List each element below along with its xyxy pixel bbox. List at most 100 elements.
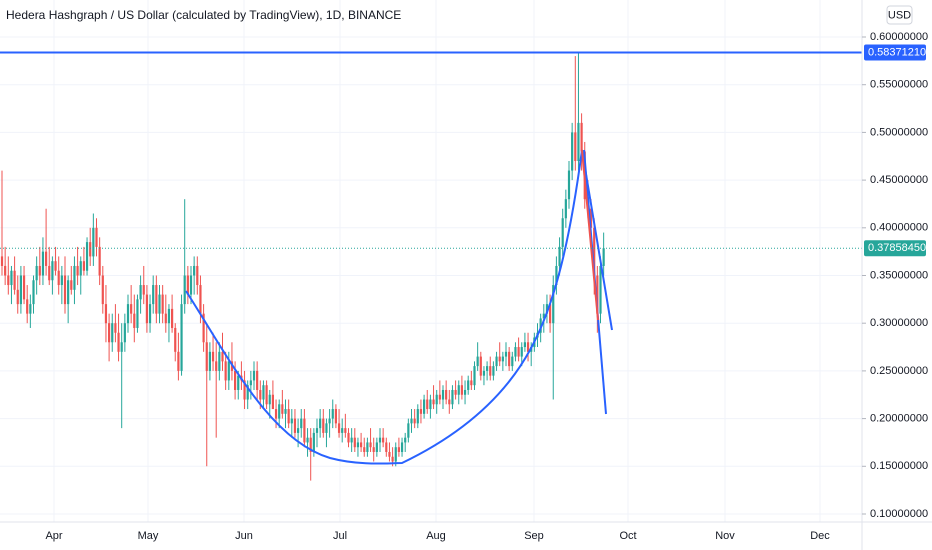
candle-body xyxy=(189,275,193,295)
candle-body xyxy=(139,285,142,300)
candle-body xyxy=(297,428,300,433)
candle-body xyxy=(246,385,249,400)
candle-body xyxy=(526,342,530,352)
candle-body xyxy=(221,351,224,362)
candle-body xyxy=(312,432,315,452)
candle-body xyxy=(467,380,470,390)
x-tick-label: Dec xyxy=(810,530,830,542)
candle-body xyxy=(13,270,16,290)
candle-body xyxy=(413,418,416,424)
currency-label[interactable]: USD xyxy=(888,9,911,21)
candle-body xyxy=(366,442,369,452)
candle-body xyxy=(35,265,38,281)
grid xyxy=(0,0,862,522)
candle-body xyxy=(407,423,410,438)
candle-body xyxy=(347,432,350,443)
candle-body xyxy=(460,385,463,395)
candle-body xyxy=(337,423,341,433)
candle-body xyxy=(429,399,432,410)
candle-body xyxy=(400,442,404,452)
candle-body xyxy=(224,361,227,381)
candle-body xyxy=(95,227,98,247)
candle-body xyxy=(599,265,602,314)
candle-body xyxy=(580,122,583,152)
candle-body xyxy=(117,332,120,352)
candle-body xyxy=(278,404,281,419)
price-label-box xyxy=(864,240,926,257)
candle-body xyxy=(593,227,596,276)
candle-body xyxy=(501,356,504,362)
candle-body xyxy=(76,265,79,276)
price-label-box xyxy=(864,44,926,61)
candle-body xyxy=(287,409,290,424)
candle-body xyxy=(174,327,177,352)
candle-body xyxy=(271,394,274,410)
candle-body xyxy=(205,342,208,371)
candle-body xyxy=(341,428,344,433)
candle-body xyxy=(504,351,508,357)
candle-body xyxy=(227,361,230,381)
candle-body xyxy=(26,299,29,314)
candle-body xyxy=(492,366,495,376)
candle-body xyxy=(489,366,492,376)
candle-body xyxy=(435,394,438,405)
candle-body xyxy=(164,313,167,324)
candle-body xyxy=(215,361,218,371)
y-tick-label: 0.30000000 xyxy=(870,317,928,329)
currency-button[interactable] xyxy=(886,5,913,25)
candle-body xyxy=(517,347,520,357)
candle-body xyxy=(372,447,375,452)
candle-body xyxy=(470,380,473,386)
candle-body xyxy=(448,399,451,405)
candle-body xyxy=(508,351,511,367)
candle-body xyxy=(451,389,454,405)
candle-body xyxy=(57,270,60,286)
candle-body xyxy=(79,261,82,276)
candle-body xyxy=(416,409,419,424)
candle-body xyxy=(306,437,309,443)
candle-body xyxy=(161,294,164,314)
candle-body xyxy=(432,399,435,405)
candle-body xyxy=(243,380,246,400)
y-tick-label: 0.60000000 xyxy=(870,31,928,43)
candle-body xyxy=(549,304,552,324)
candle-body xyxy=(98,246,101,276)
candle-body xyxy=(473,366,476,386)
candle-body xyxy=(208,351,211,371)
candle-body xyxy=(177,351,180,371)
candle-body xyxy=(183,275,186,305)
candle-body xyxy=(114,323,117,333)
candle-body xyxy=(120,342,123,352)
candle-body xyxy=(4,265,7,276)
candle-body xyxy=(391,456,394,462)
candle-body xyxy=(202,313,205,343)
candle-body xyxy=(479,356,482,376)
x-tick-label: Sep xyxy=(524,530,544,542)
candle-body xyxy=(328,418,331,424)
x-tick-label: Jul xyxy=(333,530,347,542)
candle-body xyxy=(274,409,278,419)
candle-body xyxy=(369,442,372,448)
candle-body xyxy=(73,265,76,290)
candle-body xyxy=(104,304,108,324)
candle-body xyxy=(331,409,334,419)
candle-body xyxy=(70,280,73,290)
overlay xyxy=(0,51,862,249)
candle-body xyxy=(426,399,429,410)
candle-body xyxy=(67,280,70,305)
candle-body xyxy=(130,304,133,314)
candle-body xyxy=(520,347,523,357)
candle-body xyxy=(41,251,45,276)
candle-body xyxy=(148,304,152,324)
candle-body xyxy=(385,442,388,452)
y-tick-label: 0.45000000 xyxy=(870,174,928,186)
candle-body xyxy=(45,251,48,266)
candle-body xyxy=(123,323,126,343)
candle-body xyxy=(315,428,319,433)
candle-body xyxy=(574,132,577,162)
x-tick-label: May xyxy=(138,530,159,542)
candle-body xyxy=(281,404,284,414)
candle-body xyxy=(48,265,51,281)
candle-body xyxy=(454,389,457,395)
